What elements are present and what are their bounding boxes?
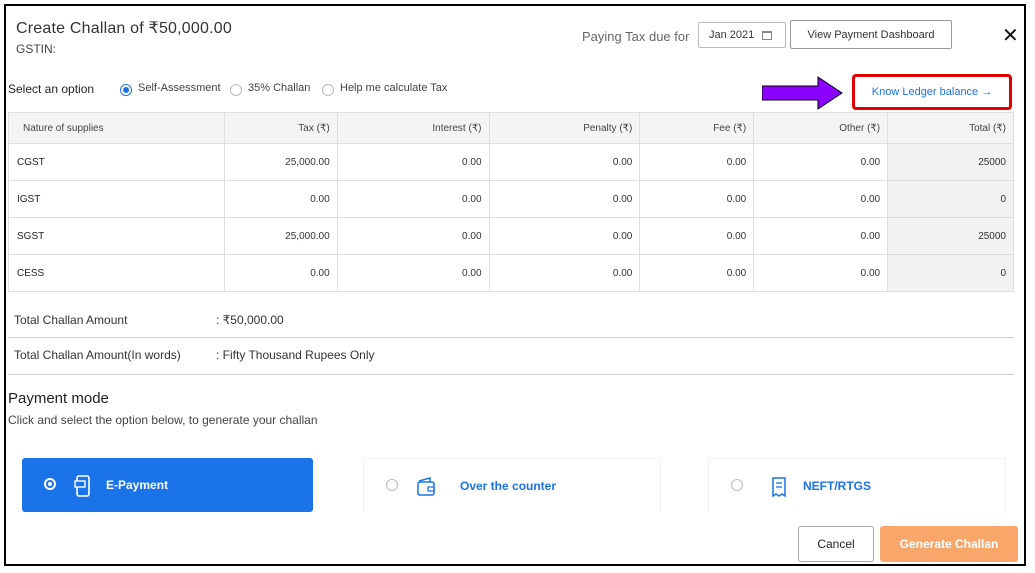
column-header: Penalty (₹) (488, 112, 641, 144)
help-calculate-label[interactable]: Help me calculate Tax (340, 82, 448, 94)
penalty-cell[interactable]: 0.00 (488, 143, 641, 181)
column-header: Tax (₹) (223, 112, 338, 144)
other-cell[interactable]: 0.00 (753, 180, 889, 218)
fee-cell[interactable]: 0.00 (639, 143, 755, 181)
view-payment-dashboard-button[interactable]: View Payment Dashboard (790, 20, 952, 49)
help-calculate-radio[interactable] (322, 84, 334, 96)
supply-name: SGST (8, 217, 225, 255)
penalty-cell[interactable]: 0.00 (488, 180, 641, 218)
column-header: Total (₹) (887, 112, 1014, 144)
total-cell: 25000 (887, 143, 1014, 181)
table-row: CESS 0.00 0.00 0.00 0.00 0.00 0 (8, 254, 1014, 292)
tax-cell[interactable]: 0.00 (223, 180, 338, 218)
challan-35-radio[interactable] (230, 84, 242, 96)
annotation-arrow-icon (762, 76, 843, 110)
supply-name: IGST (8, 180, 225, 218)
table-row: IGST 0.00 0.00 0.00 0.00 0.00 0 (8, 180, 1014, 218)
other-cell[interactable]: 0.00 (753, 143, 889, 181)
cancel-button[interactable]: Cancel (798, 526, 874, 562)
total-cell: 25000 (887, 217, 1014, 255)
close-icon[interactable]: ✕ (1002, 25, 1019, 47)
supply-name: CESS (8, 254, 225, 292)
divider (8, 374, 1014, 375)
interest-cell[interactable]: 0.00 (336, 217, 490, 255)
document-icon (772, 477, 786, 498)
phone-card-icon (74, 475, 90, 497)
challan-35-label[interactable]: 35% Challan (248, 82, 311, 94)
total-challan-amount-value: : ₹50,000.00 (216, 313, 284, 327)
over-the-counter-option[interactable]: Over the counter (363, 458, 661, 512)
period-value: Jan 2021 (709, 29, 755, 41)
tax-table: Nature of supplies Tax (₹) Interest (₹) … (8, 112, 1014, 292)
fee-cell[interactable]: 0.00 (639, 254, 755, 292)
tax-cell[interactable]: 25,000.00 (223, 217, 338, 255)
column-header: Interest (₹) (336, 112, 490, 144)
penalty-cell[interactable]: 0.00 (488, 217, 641, 255)
e-payment-option[interactable]: E-Payment (22, 458, 313, 512)
period-picker[interactable]: Jan 2021 (698, 22, 786, 48)
self-assessment-radio[interactable] (120, 84, 132, 96)
wallet-icon (417, 477, 435, 496)
over-the-counter-label: Over the counter (460, 479, 557, 493)
payment-mode-subtitle: Click and select the option below, to ge… (8, 413, 318, 427)
paying-tax-label: Paying Tax due for (582, 29, 690, 44)
fee-cell[interactable]: 0.00 (639, 180, 755, 218)
dialog-header: Create Challan of ₹50,000.00 GSTIN: Payi… (6, 6, 1024, 72)
generate-challan-button[interactable]: Generate Challan (880, 526, 1018, 562)
gstin-label: GSTIN: (16, 42, 57, 56)
interest-cell[interactable]: 0.00 (336, 143, 490, 181)
tax-cell[interactable]: 25,000.00 (223, 143, 338, 181)
calendar-icon (762, 30, 773, 40)
know-ledger-balance-link[interactable]: Know Ledger balance → (852, 74, 1012, 110)
table-row: SGST 25,000.00 0.00 0.00 0.00 0.00 25000 (8, 217, 1014, 255)
amount-in-words-label: Total Challan Amount(In words) (14, 348, 181, 362)
supply-name: CGST (8, 143, 225, 181)
column-header: Fee (₹) (639, 112, 755, 144)
option-row: Select an option Self-Assessment 35% Cha… (6, 72, 1024, 112)
column-header: Nature of supplies (8, 112, 225, 144)
other-cell[interactable]: 0.00 (753, 217, 889, 255)
total-cell: 0 (887, 180, 1014, 218)
total-cell: 0 (887, 254, 1014, 292)
table-header-row: Nature of supplies Tax (₹) Interest (₹) … (8, 112, 1014, 144)
interest-cell[interactable]: 0.00 (336, 254, 490, 292)
other-cell[interactable]: 0.00 (753, 254, 889, 292)
neft-rtgs-radio[interactable] (731, 479, 743, 491)
column-header: Other (₹) (753, 112, 889, 144)
neft-rtgs-option[interactable]: NEFT/RTGS (708, 458, 1006, 512)
tax-cell[interactable]: 0.00 (223, 254, 338, 292)
create-challan-dialog: Create Challan of ₹50,000.00 GSTIN: Payi… (4, 4, 1026, 566)
neft-rtgs-label: NEFT/RTGS (803, 479, 871, 493)
fee-cell[interactable]: 0.00 (639, 217, 755, 255)
over-the-counter-radio[interactable] (386, 479, 398, 491)
e-payment-label: E-Payment (106, 478, 169, 492)
divider (8, 337, 1014, 338)
dialog-title: Create Challan of ₹50,000.00 (16, 20, 232, 37)
penalty-cell[interactable]: 0.00 (488, 254, 641, 292)
interest-cell[interactable]: 0.00 (336, 180, 490, 218)
select-option-label: Select an option (8, 82, 95, 96)
total-challan-amount-label: Total Challan Amount (14, 313, 128, 327)
self-assessment-label[interactable]: Self-Assessment (138, 82, 221, 94)
e-payment-radio[interactable] (44, 478, 56, 490)
table-row: CGST 25,000.00 0.00 0.00 0.00 0.00 25000 (8, 143, 1014, 181)
amount-in-words-value: : Fifty Thousand Rupees Only (216, 348, 375, 362)
payment-mode-title: Payment mode (8, 390, 109, 407)
